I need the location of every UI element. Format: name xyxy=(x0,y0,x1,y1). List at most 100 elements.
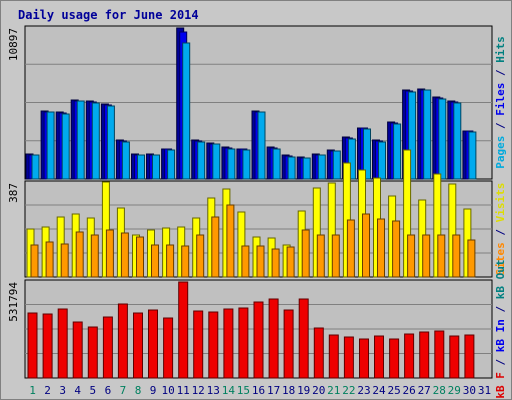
bar-hits-pages-day-18 xyxy=(287,156,296,180)
bar-hits-pages-day-6 xyxy=(106,105,115,180)
bar-kbytes-kb-f-day-29 xyxy=(449,335,460,379)
bar-kbytes-kb-f-day-8 xyxy=(133,312,143,379)
bar-visits-sites-day-4 xyxy=(75,231,84,278)
bar-kbytes-kb-f-day-3 xyxy=(57,308,68,379)
x-tick-label: 25 xyxy=(387,384,400,397)
x-tick-label: 22 xyxy=(342,384,355,397)
chart-title: Daily usage for June 2014 xyxy=(18,8,199,22)
bar-visits-sites-day-30 xyxy=(467,239,476,278)
bar-kbytes-kb-f-day-2 xyxy=(42,313,53,379)
legend-item: / xyxy=(494,63,507,83)
legend-item: Hits xyxy=(494,36,507,63)
bar-kbytes-kb-f-day-27 xyxy=(419,331,430,379)
bar-kbytes-kb-f-day-1 xyxy=(27,312,38,379)
bar-visits-sites-day-23 xyxy=(362,213,370,278)
bar-kbytes-kb-f-day-4 xyxy=(72,321,83,379)
legend-hits: Pages / Files / Hits xyxy=(494,36,507,169)
x-tick-label: 24 xyxy=(372,384,386,397)
bar-hits-pages-day-29 xyxy=(453,102,462,180)
y-max-label-hits: 10897 xyxy=(7,28,20,61)
bar-hits-pages-day-14 xyxy=(227,148,236,180)
bar-hits-pages-day-25 xyxy=(393,123,402,180)
x-tick-label: 17 xyxy=(267,384,280,397)
bar-hits-pages-day-27 xyxy=(423,89,432,180)
bar-visits-sites-day-3 xyxy=(60,243,69,278)
bar-hits-pages-day-4 xyxy=(76,100,85,180)
bar-visits-sites-day-26 xyxy=(407,234,416,278)
bar-kbytes-kb-f-day-18 xyxy=(283,309,294,379)
bar-visits-sites-day-25 xyxy=(392,220,401,278)
bar-kbytes-kb-f-day-23 xyxy=(359,338,369,379)
legend-item: kB In xyxy=(494,319,507,352)
bar-hits-pages-day-8 xyxy=(137,154,145,180)
bar-hits-pages-day-15 xyxy=(242,149,251,180)
bar-hits-pages-day-17 xyxy=(272,148,281,180)
panel-hits: 10897 Pages / Files / Hits xyxy=(7,25,507,180)
bar-hits-pages-day-19 xyxy=(302,157,311,180)
x-tick-label: 29 xyxy=(448,384,461,397)
bar-hits-pages-day-12 xyxy=(197,141,206,180)
legend-visits: Sites / Visits xyxy=(494,183,507,276)
bar-kbytes-kb-f-day-13 xyxy=(208,311,219,379)
bar-hits-pages-day-22 xyxy=(347,138,356,180)
x-tick-label: 12 xyxy=(192,384,205,397)
bar-kbytes-kb-f-day-30 xyxy=(464,334,475,379)
legend-kbytes: kB F / kB In / kB Out xyxy=(494,259,507,398)
y-max-label-kbytes: 531794 xyxy=(7,282,20,322)
bar-kbytes-kb-f-day-11 xyxy=(178,281,189,379)
bar-kbytes-kb-f-day-7 xyxy=(117,303,128,379)
bar-hits-pages-day-26 xyxy=(408,91,417,180)
x-tick-label: 15 xyxy=(237,384,250,397)
bar-hits-pages-day-21 xyxy=(332,150,341,180)
bar-kbytes-kb-f-day-22 xyxy=(343,336,354,379)
x-tick-label: 13 xyxy=(207,384,220,397)
bar-kbytes-kb-f-day-12 xyxy=(193,310,204,379)
panel-visits: 387 Sites / Visits xyxy=(7,149,507,278)
bar-visits-sites-day-22 xyxy=(346,219,355,278)
bar-hits-pages-day-9 xyxy=(152,154,160,180)
x-tick-label: 31 xyxy=(478,384,491,397)
legend-item: Visits xyxy=(494,183,507,223)
legend-item: / xyxy=(494,222,507,242)
x-tick-label: 21 xyxy=(327,384,340,397)
bar-kbytes-kb-f-day-10 xyxy=(163,317,174,379)
bar-hits-pages-day-1 xyxy=(31,154,40,180)
x-tick-label: 5 xyxy=(89,384,96,397)
bar-visits-sites-day-2 xyxy=(45,241,54,278)
x-tick-label: 11 xyxy=(177,384,190,397)
bar-kbytes-kb-f-day-26 xyxy=(404,333,415,379)
bar-kbytes-kb-f-day-24 xyxy=(374,335,384,379)
bar-kbytes-kb-f-day-21 xyxy=(328,334,339,379)
x-tick-label: 14 xyxy=(222,384,236,397)
x-tick-label: 7 xyxy=(120,384,127,397)
bar-kbytes-kb-f-day-15 xyxy=(238,307,249,379)
panel-kbytes: 531794 kB F / kB In / kB Out xyxy=(7,259,507,398)
bar-kbytes-kb-f-day-17 xyxy=(268,298,279,379)
bar-visits-sites-day-7 xyxy=(120,232,129,278)
x-tick-label: 28 xyxy=(433,384,446,397)
bar-hits-pages-day-28 xyxy=(438,98,447,180)
x-tick-label: 20 xyxy=(312,384,325,397)
bar-kbytes-kb-f-day-28 xyxy=(434,330,445,379)
bar-visits-sites-day-28 xyxy=(437,234,446,278)
bar-visits-sites-day-17 xyxy=(271,248,280,278)
legend-item: kB Out xyxy=(494,259,507,299)
legend-item: / xyxy=(494,299,507,319)
bar-visits-sites-day-6 xyxy=(105,229,114,278)
bar-visits-sites-day-29 xyxy=(452,234,461,278)
x-tick-label: 3 xyxy=(59,384,66,397)
bar-visits-sites-day-9 xyxy=(151,244,159,278)
bar-hits-pages-day-7 xyxy=(121,141,130,180)
x-tick-label: 8 xyxy=(135,384,142,397)
bar-hits-pages-day-20 xyxy=(317,154,326,180)
legend-item: kB F xyxy=(494,372,507,399)
bar-visits-sites-day-8 xyxy=(136,236,144,278)
x-tick-label: 19 xyxy=(297,384,310,397)
bar-hits-pages-day-16 xyxy=(257,111,266,180)
bar-visits-sites-day-14 xyxy=(226,204,235,278)
x-tick-label: 10 xyxy=(161,384,174,397)
bar-visits-sites-day-16 xyxy=(256,245,265,278)
bar-visits-sites-day-18 xyxy=(286,246,295,278)
bar-kbytes-kb-f-day-14 xyxy=(223,308,234,379)
x-tick-label: 4 xyxy=(74,384,81,397)
